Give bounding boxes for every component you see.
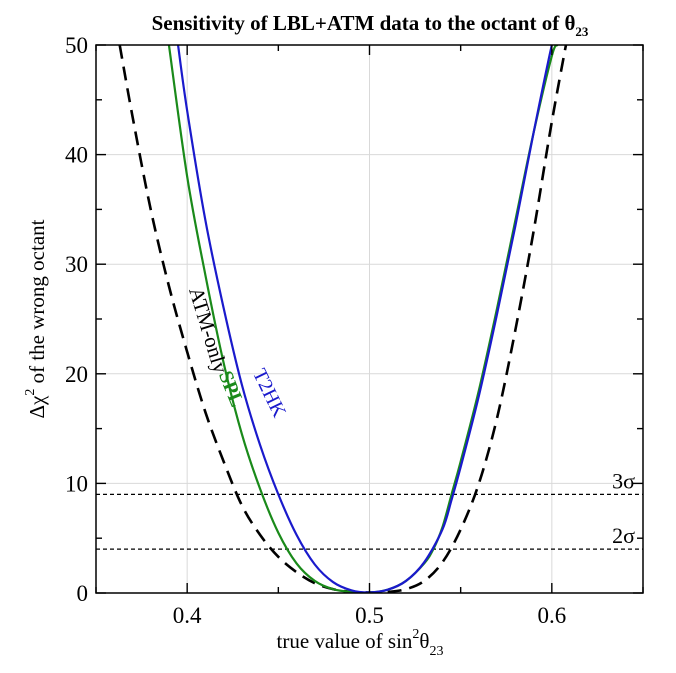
- y-axis-label-rest: of the wrong octant: [25, 219, 49, 388]
- chart-title-subscript: 23: [575, 24, 589, 39]
- y-tick-label: 0: [77, 581, 89, 606]
- y-axis-label: Δχ2 of the wrong octant: [23, 219, 49, 418]
- y-tick-label: 30: [65, 252, 88, 277]
- y-axis-label-main: Δχ: [25, 395, 49, 419]
- chart-title: Sensitivity of LBL+ATM data to the octan…: [152, 11, 589, 39]
- x-tick-label: 0.4: [173, 603, 202, 628]
- y-tick-label: 50: [65, 33, 88, 58]
- y-axis-label-superscript: 2: [23, 389, 38, 396]
- x-axis-label-subscript: 23: [429, 644, 443, 659]
- axis-ticks: 0.4 0.5 0.6 0 10 20 30 40 50: [65, 33, 644, 628]
- reference-line-label: 3σ: [612, 468, 635, 493]
- x-axis-label-main: true value of sin: [277, 629, 413, 653]
- y-tick-label: 20: [65, 362, 88, 387]
- x-tick-label: 0.6: [537, 603, 566, 628]
- series-group: [118, 45, 568, 593]
- y-tick-label: 40: [65, 143, 88, 168]
- y-tick-label: 10: [65, 471, 88, 496]
- x-axis-label-superscript: 2: [412, 627, 419, 642]
- series-line-t2hk: [176, 45, 553, 593]
- reference-labels: 3σ 2σ: [612, 468, 635, 548]
- x-axis-label: true value of sin2θ23: [277, 627, 444, 659]
- x-axis-label-theta: θ: [419, 629, 429, 653]
- x-tick-label: 0.5: [355, 603, 384, 628]
- reference-line-label: 2σ: [612, 523, 635, 548]
- gridlines: [96, 45, 643, 593]
- chart-title-main: Sensitivity of LBL+ATM data to the octan…: [152, 11, 576, 35]
- reference-lines: [96, 493, 643, 550]
